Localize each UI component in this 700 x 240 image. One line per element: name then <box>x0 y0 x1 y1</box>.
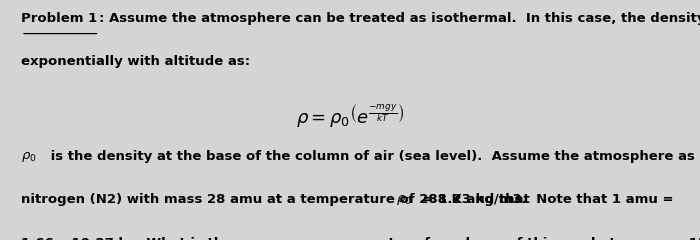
Text: exponentially with altitude as:: exponentially with altitude as: <box>21 55 250 68</box>
Text: nitrogen (N2) with mass 28 amu at a temperature of 288 K and that: nitrogen (N2) with mass 28 amu at a temp… <box>21 193 534 206</box>
Text: $\rho_0$: $\rho_0$ <box>21 150 36 164</box>
Text: $\rho_0$: $\rho_0$ <box>395 193 411 207</box>
Text: 1.66 x 10-27 kg. What is the mass per square meter of a column of this gas betwe: 1.66 x 10-27 kg. What is the mass per sq… <box>21 237 700 240</box>
Text: is the density at the base of the column of air (sea level).  Assume the atmosph: is the density at the base of the column… <box>46 150 700 163</box>
Text: : Assume the atmosphere can be treated as isothermal.  In this case, the density: : Assume the atmosphere can be treated a… <box>99 12 700 25</box>
Text: = 1.23 kg/m3.  Note that 1 amu =: = 1.23 kg/m3. Note that 1 amu = <box>418 193 673 206</box>
Text: Problem 1: Problem 1 <box>21 12 97 25</box>
Text: $\rho = \rho_0 \left( e^{\frac{-mgy}{kT}} \right)$: $\rho = \rho_0 \left( e^{\frac{-mgy}{kT}… <box>296 103 404 130</box>
